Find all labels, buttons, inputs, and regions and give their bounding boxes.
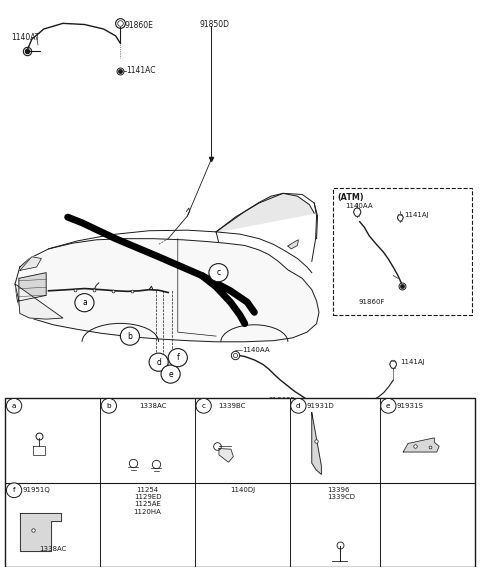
Text: d: d [296, 403, 300, 409]
Text: 91931S: 91931S [396, 403, 423, 409]
Ellipse shape [6, 483, 22, 498]
Text: 1129ED: 1129ED [134, 494, 161, 500]
Text: c: c [202, 403, 205, 409]
Text: f: f [177, 353, 179, 362]
Text: 91951Q: 91951Q [22, 487, 50, 493]
Circle shape [390, 360, 396, 368]
Text: e: e [386, 403, 391, 409]
Text: 13396: 13396 [327, 487, 350, 492]
Polygon shape [288, 240, 299, 249]
Ellipse shape [75, 294, 94, 312]
Polygon shape [219, 449, 233, 462]
Bar [5, 399, 475, 567]
Text: 1338AC: 1338AC [39, 546, 67, 552]
Text: d: d [156, 358, 161, 367]
Text: 91860F: 91860F [269, 396, 295, 403]
Text: c: c [216, 268, 220, 277]
Polygon shape [403, 438, 439, 452]
Text: b: b [107, 403, 111, 409]
Text: 1141AJ: 1141AJ [404, 212, 429, 218]
Ellipse shape [149, 353, 168, 371]
Polygon shape [15, 239, 319, 342]
Text: 1140AA: 1140AA [242, 346, 270, 353]
Text: 1339CD: 1339CD [327, 494, 356, 500]
Circle shape [239, 544, 246, 552]
Ellipse shape [101, 399, 117, 413]
Text: e: e [168, 370, 173, 379]
Text: 91860E: 91860E [124, 21, 153, 30]
Polygon shape [19, 273, 46, 301]
Ellipse shape [291, 399, 306, 413]
Circle shape [354, 208, 361, 216]
Circle shape [146, 540, 155, 550]
Text: a: a [82, 298, 87, 307]
Text: 91850D: 91850D [199, 20, 229, 29]
Text: (ATM): (ATM) [337, 193, 364, 202]
Text: 91931D: 91931D [307, 403, 334, 409]
Text: 1125AE: 1125AE [134, 502, 161, 507]
Text: 1339BC: 1339BC [218, 403, 245, 410]
Ellipse shape [161, 365, 180, 383]
Ellipse shape [168, 349, 187, 367]
Polygon shape [216, 193, 314, 232]
Ellipse shape [196, 399, 211, 413]
Polygon shape [20, 257, 41, 270]
Ellipse shape [209, 264, 228, 282]
Ellipse shape [381, 399, 396, 413]
Text: 1141AC: 1141AC [126, 66, 156, 76]
Text: f: f [13, 487, 15, 493]
Text: 1120HA: 1120HA [134, 509, 162, 515]
Text: 91860F: 91860F [359, 299, 385, 305]
Text: a: a [12, 403, 16, 409]
Bar [5, 399, 475, 567]
Text: b: b [128, 332, 132, 341]
Text: 1338AC: 1338AC [139, 403, 166, 410]
Bar [333, 187, 472, 315]
Polygon shape [15, 284, 63, 319]
Circle shape [397, 214, 403, 221]
Text: 1140AT: 1140AT [11, 33, 40, 42]
Polygon shape [20, 513, 60, 552]
Text: 1140DJ: 1140DJ [230, 487, 255, 492]
Polygon shape [312, 412, 322, 474]
Text: 1140AA: 1140AA [345, 203, 373, 209]
Text: 11254: 11254 [137, 487, 159, 492]
Ellipse shape [6, 399, 22, 413]
Polygon shape [314, 402, 326, 410]
Text: 1141AJ: 1141AJ [400, 359, 425, 365]
Ellipse shape [120, 327, 140, 345]
